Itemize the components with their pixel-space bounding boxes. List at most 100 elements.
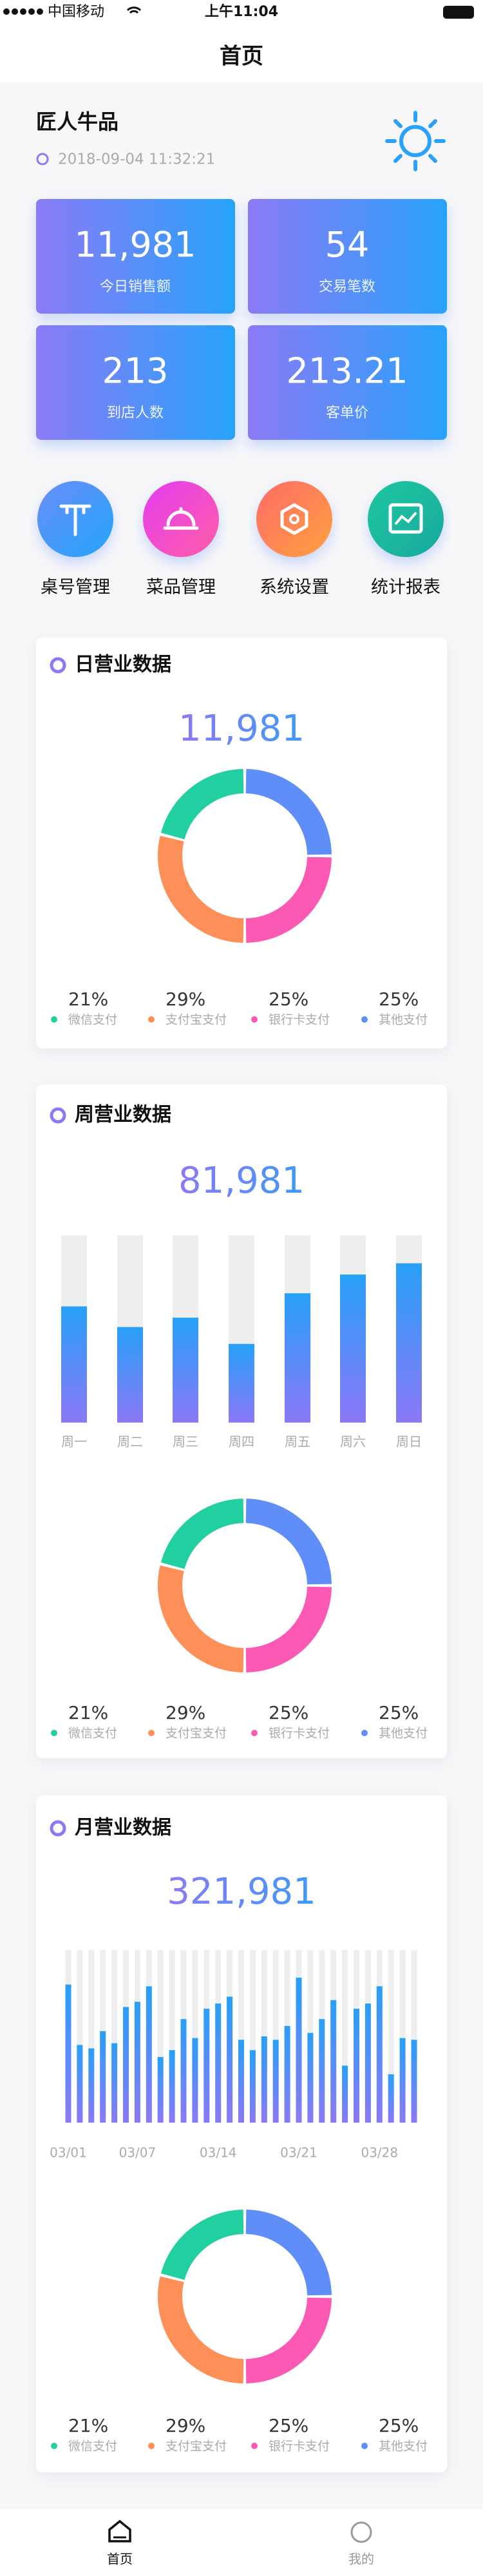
bar (285, 1293, 310, 1423)
bar (215, 2003, 222, 2123)
bar (77, 2045, 83, 2123)
bar (204, 2009, 210, 2123)
bar (117, 1327, 143, 1423)
bar-label: 周日 (396, 1434, 422, 1450)
stat-value: 213.21 (287, 351, 408, 392)
bar (376, 1986, 383, 2123)
bar (173, 1318, 198, 1423)
bar (123, 2007, 129, 2123)
bar-bg (111, 1950, 118, 2123)
stat-label: 客单价 (326, 405, 368, 421)
bar-label: 周三 (173, 1434, 198, 1450)
bar (340, 1274, 366, 1423)
tab-icon-home[interactable] (108, 2519, 131, 2543)
menu-icon[interactable] (368, 481, 444, 557)
legend-label: 支付宝支付 (166, 2439, 227, 2454)
bar (227, 1996, 233, 2123)
bar (146, 1986, 152, 2123)
legend-label: 其他支付 (379, 1013, 428, 1027)
stat-card (248, 199, 447, 314)
menu-label: 菜品管理 (146, 578, 216, 598)
bar (365, 2003, 371, 2123)
legend-dot (148, 1016, 155, 1023)
bar-bg (399, 1950, 406, 2123)
bar (61, 1306, 87, 1423)
bar-bg (88, 1950, 95, 2123)
legend-percent: 29% (166, 989, 205, 1010)
legend-label: 银行卡支付 (269, 2439, 330, 2454)
donut-segment (245, 769, 332, 855)
legend-dot (148, 1730, 155, 1736)
section-total: 81,981 (178, 1160, 305, 1202)
carrier: 中国移动 (48, 4, 104, 20)
bar (238, 2040, 244, 2123)
bar (111, 2043, 118, 2123)
bar-bg (388, 1950, 394, 2123)
donut-segment (157, 2276, 244, 2383)
legend-percent: 21% (68, 989, 108, 1010)
bar-label: 周六 (340, 1434, 366, 1450)
bar (399, 2038, 406, 2123)
tab-icon-mine[interactable] (350, 2521, 372, 2543)
menu-icon[interactable] (37, 481, 113, 557)
bar (388, 2074, 394, 2123)
legend-dot (51, 1730, 57, 1736)
bar (411, 2040, 417, 2123)
bar (88, 2048, 95, 2123)
legend-percent: 25% (379, 2415, 419, 2436)
donut-segment (157, 835, 244, 943)
bar-label: 03/01 (50, 2145, 87, 2161)
bar (261, 2036, 267, 2123)
tab-label[interactable]: 首页 (107, 2552, 133, 2567)
section-marker (50, 1107, 66, 1124)
stat-label: 今日销售额 (100, 279, 171, 295)
bar (272, 2040, 279, 2123)
store-name: 匠人牛品 (36, 109, 118, 134)
bar-label: 周一 (61, 1434, 87, 1450)
legend-label: 其他支付 (379, 2439, 428, 2454)
section-title: 周营业数据 (75, 1104, 171, 1126)
bar-label: 03/28 (361, 2145, 398, 2161)
section-title: 日营业数据 (75, 654, 171, 676)
battery (443, 6, 474, 19)
bar (354, 2009, 359, 2123)
bar-bg (411, 1950, 417, 2123)
legend-percent: 25% (269, 989, 308, 1010)
tab-label[interactable]: 我的 (348, 2552, 374, 2567)
legend-percent: 25% (379, 1702, 419, 1723)
donut-segment (245, 857, 332, 943)
legend-dot (251, 1016, 258, 1023)
donut-segment (245, 1499, 332, 1585)
header-bg (0, 0, 483, 82)
legend-label: 银行卡支付 (269, 1727, 330, 1741)
bar (296, 1977, 302, 2123)
legend-label: 其他支付 (379, 1727, 428, 1741)
bar-label: 周五 (285, 1434, 310, 1450)
legend-percent: 21% (68, 1702, 108, 1723)
bar-bg (272, 1950, 279, 2123)
legend-label: 银行卡支付 (269, 1013, 330, 1027)
legend-percent: 21% (68, 2415, 108, 2436)
weather-icon[interactable] (385, 111, 446, 171)
legend-dot (251, 2443, 258, 2449)
legend-label: 支付宝支付 (166, 1013, 227, 1027)
bar (319, 2019, 325, 2123)
section-total: 11,981 (178, 708, 305, 750)
bar-label: 03/07 (119, 2145, 156, 2161)
bar (249, 2050, 256, 2123)
legend-label: 微信支付 (68, 1013, 117, 1027)
menu-icon[interactable] (143, 481, 219, 557)
legend-percent: 29% (166, 2415, 205, 2436)
stat-value: 54 (325, 225, 370, 265)
menu-icon[interactable] (256, 481, 332, 557)
nav-title: 首页 (220, 44, 263, 70)
legend-percent: 25% (379, 989, 419, 1010)
legend-dot (361, 2443, 368, 2449)
legend-dot (361, 1730, 368, 1736)
bar (100, 2031, 106, 2123)
legend-dot (51, 1016, 57, 1023)
legend-label: 支付宝支付 (166, 1727, 227, 1741)
stat-label: 到店人数 (107, 405, 164, 421)
section-card (36, 638, 447, 1048)
